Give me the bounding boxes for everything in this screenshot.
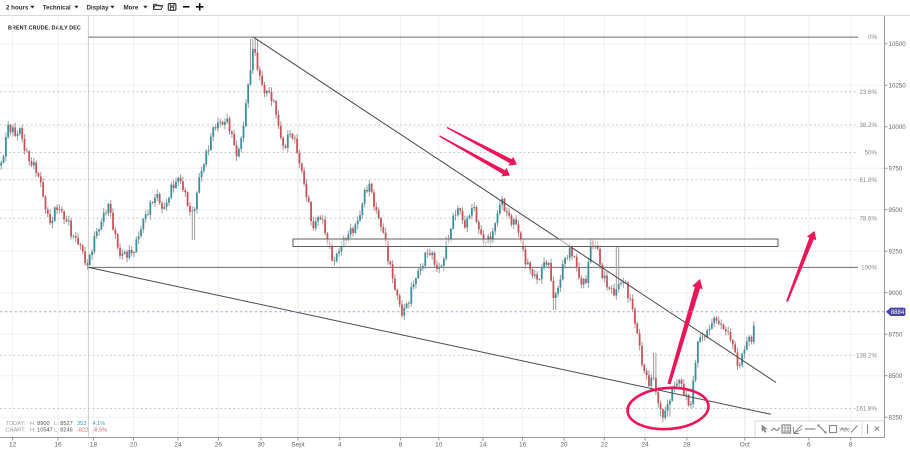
svg-text:353: 353 (77, 421, 86, 427)
svg-text:16: 16 (519, 442, 527, 449)
svg-text:50%: 50% (865, 150, 878, 157)
svg-text:6: 6 (807, 442, 811, 449)
svg-text:Display: Display (87, 4, 110, 11)
svg-text:H: 10547: H: 10547 (30, 428, 53, 434)
svg-text:8884: 8884 (891, 310, 905, 316)
svg-text:8500: 8500 (889, 373, 903, 380)
svg-text:L: 8246: L: 8246 (54, 428, 73, 434)
svg-text:30: 30 (257, 442, 265, 449)
svg-text:8250: 8250 (889, 414, 903, 421)
svg-text:Sept: Sept (291, 442, 305, 449)
svg-text:12: 12 (9, 442, 17, 449)
svg-text:9750: 9750 (889, 165, 903, 172)
svg-text:38.2%: 38.2% (859, 122, 877, 129)
svg-text:20: 20 (130, 442, 138, 449)
svg-text:Technical: Technical (43, 4, 71, 11)
svg-text:78.6%: 78.6% (859, 215, 877, 222)
svg-text:26: 26 (215, 442, 223, 449)
svg-text:161.8%: 161.8% (856, 406, 877, 413)
svg-text:24: 24 (641, 442, 649, 449)
svg-text:-8.5%: -8.5% (93, 428, 108, 434)
svg-text:10: 10 (435, 442, 443, 449)
svg-text:9000: 9000 (889, 290, 903, 297)
svg-text:8: 8 (849, 442, 853, 449)
svg-text:138.2%: 138.2% (856, 352, 877, 359)
svg-text:10500: 10500 (889, 41, 907, 48)
svg-text:BRENT CRUDE, DAILY DEC: BRENT CRUDE, DAILY DEC (8, 26, 81, 32)
svg-text:0%: 0% (868, 34, 877, 41)
svg-text:9250: 9250 (889, 248, 903, 255)
svg-text:4.1%: 4.1% (93, 421, 106, 427)
svg-text:Oct: Oct (740, 442, 750, 449)
svg-text:23.6%: 23.6% (859, 89, 877, 96)
svg-text:More: More (124, 4, 139, 11)
svg-text:10250: 10250 (889, 83, 907, 90)
svg-text:H: 8900: H: 8900 (30, 421, 50, 427)
svg-text:18: 18 (90, 442, 98, 449)
svg-text:16: 16 (54, 442, 62, 449)
svg-text:CHART:: CHART: (6, 428, 27, 434)
svg-text:14: 14 (479, 442, 487, 449)
svg-text:9500: 9500 (889, 207, 903, 214)
svg-text:24: 24 (174, 442, 182, 449)
svg-text:L: 8527: L: 8527 (54, 421, 73, 427)
svg-text:4: 4 (338, 442, 342, 449)
svg-text:-822: -822 (77, 428, 88, 434)
svg-text:8750: 8750 (889, 331, 903, 338)
svg-text:10000: 10000 (889, 124, 907, 131)
svg-text:TODAY:: TODAY: (6, 421, 26, 427)
svg-text:22: 22 (601, 442, 609, 449)
svg-text:2 hours: 2 hours (6, 4, 29, 11)
svg-text:8: 8 (399, 442, 403, 449)
svg-text:61.8%: 61.8% (859, 177, 877, 184)
svg-text:Abc: Abc (839, 428, 850, 434)
svg-text:20: 20 (560, 442, 568, 449)
svg-text:100%: 100% (861, 264, 877, 271)
svg-text:28: 28 (683, 442, 691, 449)
